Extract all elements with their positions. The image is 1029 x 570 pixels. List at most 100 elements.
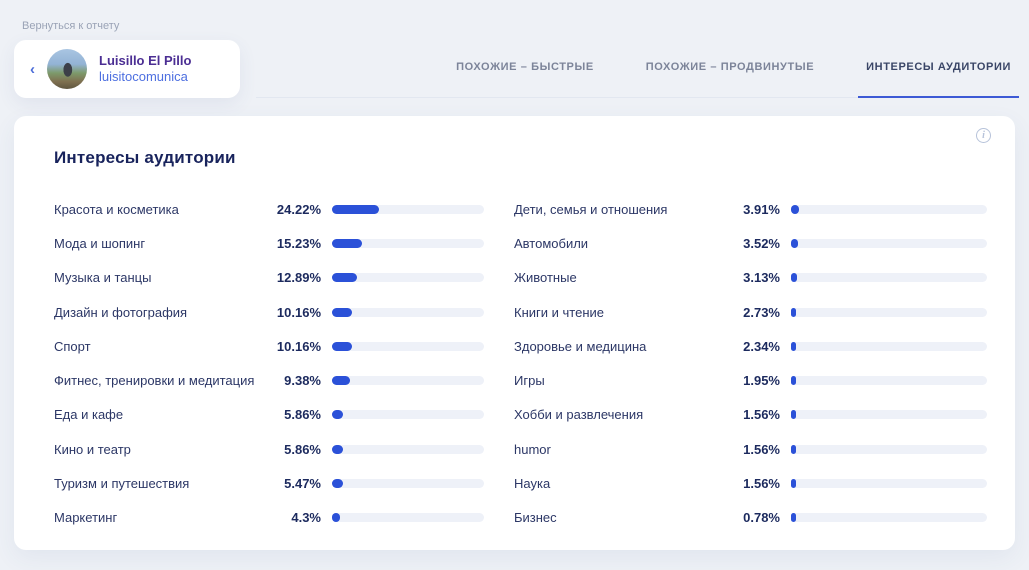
interest-percentage: 2.34% [743,338,780,354]
interest-row: Дети, семья и отношения 3.91% [514,192,987,226]
header: ‹ Luisillo El Pillo luisitocomunica ПОХО… [14,40,1019,98]
avatar [47,49,87,89]
interest-row: Животные 3.13% [514,261,987,295]
interest-percentage: 3.91% [743,201,780,217]
interest-row: Игры 1.95% [514,363,987,397]
interest-percentage: 3.13% [743,270,780,286]
interest-percentage: 15.23% [276,235,321,251]
interest-bar-fill [332,410,343,420]
interest-bar-fill [332,204,379,214]
interest-row: humor 1.56% [514,432,987,466]
interest-row: Мода и шопинг 15.23% [54,226,484,260]
interest-bar-fill [332,341,352,351]
interest-bar-track [791,444,987,454]
interest-row: Кино и театр 5.86% [54,432,484,466]
interest-row: Еда и кафе 5.86% [54,398,484,432]
interest-label: Игры [514,373,545,389]
interest-bar-fill [791,307,796,317]
interest-bar-fill [332,238,362,248]
interest-percentage: 1.56% [743,441,780,457]
profile-name: Luisillo El Pillo [99,52,192,68]
interest-label: Еда и кафе [54,407,124,423]
interest-bar-track [332,513,484,523]
interest-row: Фитнес, тренировки и медитация 9.38% [54,363,484,397]
interest-bar-fill [332,479,343,489]
interest-label: Кино и театр [54,441,131,457]
interest-bar-track [791,341,987,351]
interest-label: Дети, семья и отношения [514,201,668,217]
tab-1[interactable]: ПОХОЖИЕ – ПРОДВИНУТЫЕ [645,61,815,73]
audience-interests-card: i Интересы аудитории Красота и косметика… [14,116,1015,550]
interest-bar-track [791,410,987,420]
interest-bar-fill [791,204,799,214]
profile-handle: luisitocomunica [99,69,188,84]
profile-names: Luisillo El Pillo luisitocomunica [99,53,191,86]
interest-label: Наука [514,476,551,492]
interest-row: Здоровье и медицина 2.34% [514,329,987,363]
interest-bar-track [791,238,987,248]
interest-bar-track [791,204,987,214]
interest-label: Бизнес [514,510,557,526]
interest-percentage: 0.78% [743,510,780,526]
interest-percentage: 12.89% [276,270,321,286]
interest-row: Автомобили 3.52% [514,226,987,260]
tab-2[interactable]: ИНТЕРЕСЫ АУДИТОРИИ [858,51,1019,98]
interest-label: Дизайн и фотография [54,304,188,320]
interest-column-1: Дети, семья и отношения 3.91% Автомобили 3.… [514,192,987,535]
interest-label: Здоровье и медицина [514,338,647,354]
interest-label: Спорт [54,338,91,354]
interest-bar-track [332,410,484,420]
interest-row: Красота и косметика 24.22% [54,192,484,226]
interest-row: Спорт 10.16% [54,329,484,363]
interest-bar-fill [332,307,352,317]
interest-row: Книги и чтение 2.73% [514,295,987,329]
interest-bar-fill [791,479,796,489]
interest-bar-track [791,479,987,489]
interest-percentage: 2.73% [743,304,780,320]
section-title: Интересы аудитории [54,148,236,167]
interest-percentage: 24.22% [276,201,321,217]
tab-0[interactable]: ПОХОЖИЕ – БЫСТРЫЕ [456,61,594,73]
interest-label: Книги и чтение [514,304,604,320]
interest-label: Мода и шопинг [54,235,146,251]
interest-bar-fill [791,341,796,351]
interest-label: Животные [514,270,577,286]
info-icon[interactable]: i [976,128,991,143]
interest-percentage: 3.52% [743,235,780,251]
interest-row: Туризм и путешествия 5.47% [54,466,484,500]
back-chevron-icon[interactable]: ‹ [30,60,35,78]
interest-label: Туризм и путешествия [54,476,190,492]
interest-bar-track [332,204,484,214]
interest-percentage: 1.56% [743,407,780,423]
interest-percentage: 5.86% [284,441,321,457]
interest-bar-fill [791,376,796,386]
interest-row: Бизнес 0.78% [514,501,987,535]
back-to-report-link[interactable]: Вернуться к отчету [22,20,120,32]
interest-percentage: 5.47% [284,476,321,492]
interest-percentage: 4.3% [291,510,321,526]
interest-bar-track [791,273,987,283]
interest-bar-track [332,273,484,283]
profile-card[interactable]: ‹ Luisillo El Pillo luisitocomunica [14,40,240,98]
interest-bar-fill [791,513,796,523]
interest-percentage: 1.56% [743,476,780,492]
interest-bar-fill [791,444,796,454]
interest-label: Красота и косметика [54,201,179,217]
interest-bar-fill [791,238,798,248]
interest-row: Наука 1.56% [514,466,987,500]
interest-bar-track [332,307,484,317]
interest-label: Автомобили [514,235,589,251]
interest-percentage: 5.86% [284,407,321,423]
interest-bar-fill [791,410,796,420]
interest-row: Хобби и развлечения 1.56% [514,398,987,432]
interest-bar-track [332,238,484,248]
interest-bar-track [791,376,987,386]
interest-bar-fill [791,273,797,283]
interest-bar-fill [332,273,357,283]
interest-label: humor [514,441,551,457]
interest-percentage: 1.95% [743,373,780,389]
interest-bar-track [332,341,484,351]
tab-bar: ПОХОЖИЕ – БЫСТРЫЕ ПОХОЖИЕ – ПРОДВИНУТЫЕ ИН… [256,40,1019,98]
interest-bar-track [791,513,987,523]
